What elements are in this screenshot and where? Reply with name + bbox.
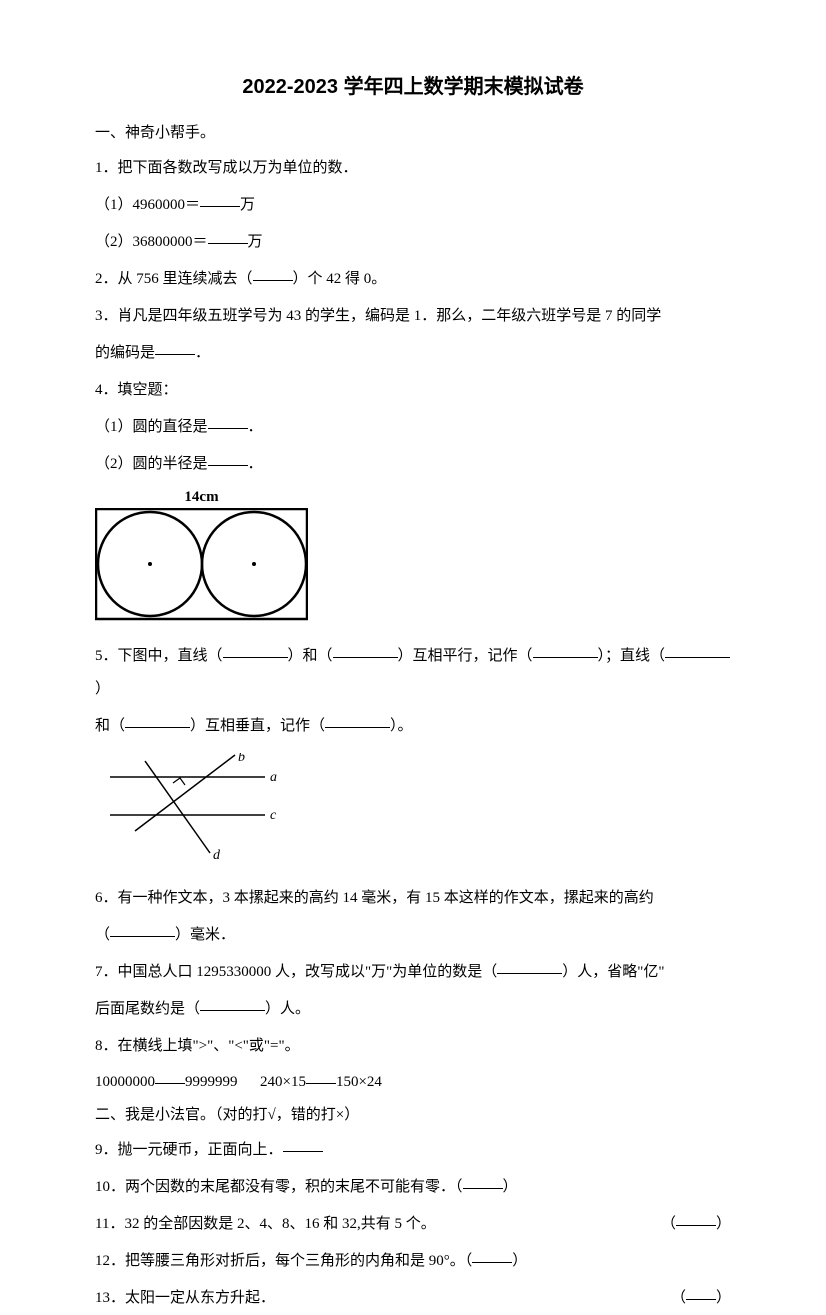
q1-text: 1．把下面各数改写成以万为单位的数． bbox=[95, 152, 731, 185]
q7-l1-a: 7．中国总人口 1295330000 人，改写成以"万"为单位的数是（ bbox=[95, 964, 497, 980]
q8-d: 150×24 bbox=[336, 1074, 382, 1090]
circles-svg bbox=[95, 508, 308, 621]
q5-l1-e: ） bbox=[95, 681, 110, 697]
q4-sub2-post: ． bbox=[248, 456, 263, 472]
blank bbox=[306, 1068, 336, 1084]
q12: 12．把等腰三角形对折后，每个三角形的内角和是 90°。（ ） bbox=[95, 1245, 731, 1278]
q1-sub1-pre: （1）4960000＝ bbox=[95, 197, 200, 213]
q3-line2: 的编码是 ． bbox=[95, 337, 731, 370]
section1-header: 一、神奇小帮手。 bbox=[95, 121, 731, 142]
q2-pre: 2．从 756 里连续减去（ bbox=[95, 271, 253, 287]
q7-line2: 后面尾数约是（ ）人。 bbox=[95, 993, 731, 1026]
section2-header: 二、我是小法官。（对的打√，错的打×） bbox=[95, 1103, 731, 1124]
blank bbox=[223, 642, 288, 658]
q8-b: 9999999 bbox=[185, 1074, 238, 1090]
q5-line1: 5．下图中，直线（ ）和（ ）互相平行，记作（ ）；直线（ ） bbox=[95, 640, 731, 706]
blank bbox=[283, 1136, 323, 1152]
q11-pb: ） bbox=[716, 1216, 731, 1232]
blank bbox=[208, 450, 248, 466]
q9-pre: 9．抛一元硬币，正面向上． bbox=[95, 1142, 283, 1158]
q12-pre: 12．把等腰三角形对折后，每个三角形的内角和是 90°。（ bbox=[95, 1253, 472, 1269]
q5-l1-b: ）和（ bbox=[288, 648, 333, 664]
q13: 13．太阳一定从东方升起． （） bbox=[95, 1282, 731, 1315]
svg-text:b: b bbox=[238, 753, 245, 765]
q13-pa: （ bbox=[671, 1290, 686, 1306]
q3-line2-pre: 的编码是 bbox=[95, 345, 155, 361]
blank bbox=[125, 712, 190, 728]
q11-pre: 11．32 的全部因数是 2、4、8、16 和 32,共有 5 个。 bbox=[95, 1216, 436, 1232]
q8-compare: 10000000 9999999 240×15 150×24 bbox=[95, 1067, 731, 1097]
blank bbox=[463, 1173, 503, 1189]
blank bbox=[686, 1284, 716, 1300]
q12-post: ） bbox=[512, 1253, 527, 1269]
q10-post: ） bbox=[503, 1179, 518, 1195]
exam-title: 2022-2023 学年四上数学期末模拟试卷 bbox=[95, 70, 731, 99]
q8-text: 8．在横线上填">"、"<"或"="。 bbox=[95, 1030, 731, 1063]
q3-line2-post: ． bbox=[195, 345, 210, 361]
q10-pre: 10．两个因数的末尾都没有零，积的末尾不可能有零．（ bbox=[95, 1179, 463, 1195]
blank bbox=[155, 1068, 185, 1084]
blank bbox=[208, 413, 248, 429]
circles-figure: 14cm bbox=[95, 489, 731, 626]
q2: 2．从 756 里连续减去（ ）个 42 得 0。 bbox=[95, 263, 731, 296]
q5-l2-c: ）。 bbox=[390, 718, 413, 734]
q1-sub2: （2）36800000＝ 万 bbox=[95, 226, 731, 259]
blank bbox=[497, 958, 562, 974]
svg-text:a: a bbox=[270, 770, 277, 785]
q4-sub2: （2）圆的半径是 ． bbox=[95, 448, 731, 481]
q13-pre: 13．太阳一定从东方升起． bbox=[95, 1290, 275, 1306]
q2-post: ）个 42 得 0。 bbox=[293, 271, 387, 287]
blank bbox=[253, 265, 293, 281]
q4-sub1-pre: （1）圆的直径是 bbox=[95, 419, 208, 435]
blank bbox=[200, 191, 240, 207]
blank bbox=[325, 712, 390, 728]
svg-text:d: d bbox=[213, 848, 221, 863]
q8-a: 10000000 bbox=[95, 1074, 155, 1090]
blank bbox=[200, 995, 265, 1011]
q7-line1: 7．中国总人口 1295330000 人，改写成以"万"为单位的数是（ ）人，省略… bbox=[95, 956, 731, 989]
q4-sub2-pre: （2）圆的半径是 bbox=[95, 456, 208, 472]
q1-sub2-post: 万 bbox=[248, 234, 263, 250]
blank bbox=[208, 228, 248, 244]
q4-sub1-post: ． bbox=[248, 419, 263, 435]
q9: 9．抛一元硬币，正面向上． bbox=[95, 1134, 731, 1167]
q5-l2-a: 和（ bbox=[95, 718, 125, 734]
q1-sub2-pre: （2）36800000＝ bbox=[95, 234, 208, 250]
blank bbox=[155, 339, 195, 355]
blank bbox=[533, 642, 598, 658]
q13-pb: ） bbox=[716, 1290, 731, 1306]
q4-text: 4．填空题： bbox=[95, 374, 731, 407]
q5-line2: 和（ ）互相垂直，记作（ ）。 bbox=[95, 710, 731, 743]
q7-l1-b: ）人，省略"亿" bbox=[562, 964, 664, 980]
q10: 10．两个因数的末尾都没有零，积的末尾不可能有零．（ ） bbox=[95, 1171, 731, 1204]
svg-text:c: c bbox=[270, 808, 277, 823]
q5-l1-c: ）互相平行，记作（ bbox=[398, 648, 533, 664]
lines-svg: a c b d bbox=[105, 753, 305, 863]
q5-l1-a: 5．下图中，直线（ bbox=[95, 648, 223, 664]
q13-right: （） bbox=[671, 1282, 731, 1315]
q6-l2-b: ）毫米． bbox=[175, 927, 235, 943]
q11: 11．32 的全部因数是 2、4、8、16 和 32,共有 5 个。 （） bbox=[95, 1208, 731, 1241]
q6-l2-a: （ bbox=[95, 927, 110, 943]
q11-right: （） bbox=[661, 1208, 731, 1241]
q1-sub1: （1）4960000＝ 万 bbox=[95, 189, 731, 222]
q8-c: 240×15 bbox=[260, 1074, 306, 1090]
q4-sub1: （1）圆的直径是 ． bbox=[95, 411, 731, 444]
q5-l2-b: ）互相垂直，记作（ bbox=[190, 718, 325, 734]
q3-line1: 3．肖凡是四年级五班学号为 43 的学生，编码是 1．那么，二年级六班学号是 7… bbox=[95, 300, 731, 333]
blank bbox=[472, 1247, 512, 1263]
blank bbox=[676, 1210, 716, 1226]
q1-sub1-post: 万 bbox=[240, 197, 255, 213]
q7-l2-b: ）人。 bbox=[265, 1001, 310, 1017]
q6-line2: （ ）毫米． bbox=[95, 919, 731, 952]
q5-l1-d: ）；直线（ bbox=[598, 648, 666, 664]
blank bbox=[665, 642, 730, 658]
q7-l2-a: 后面尾数约是（ bbox=[95, 1001, 200, 1017]
q11-pa: （ bbox=[661, 1216, 676, 1232]
blank bbox=[110, 921, 175, 937]
circles-label: 14cm bbox=[95, 489, 308, 506]
blank bbox=[333, 642, 398, 658]
q6-line1: 6．有一种作文本，3 本摞起来的高约 14 毫米，有 15 本这样的作文本，摞起… bbox=[95, 882, 731, 915]
lines-figure: a c b d bbox=[105, 753, 731, 868]
